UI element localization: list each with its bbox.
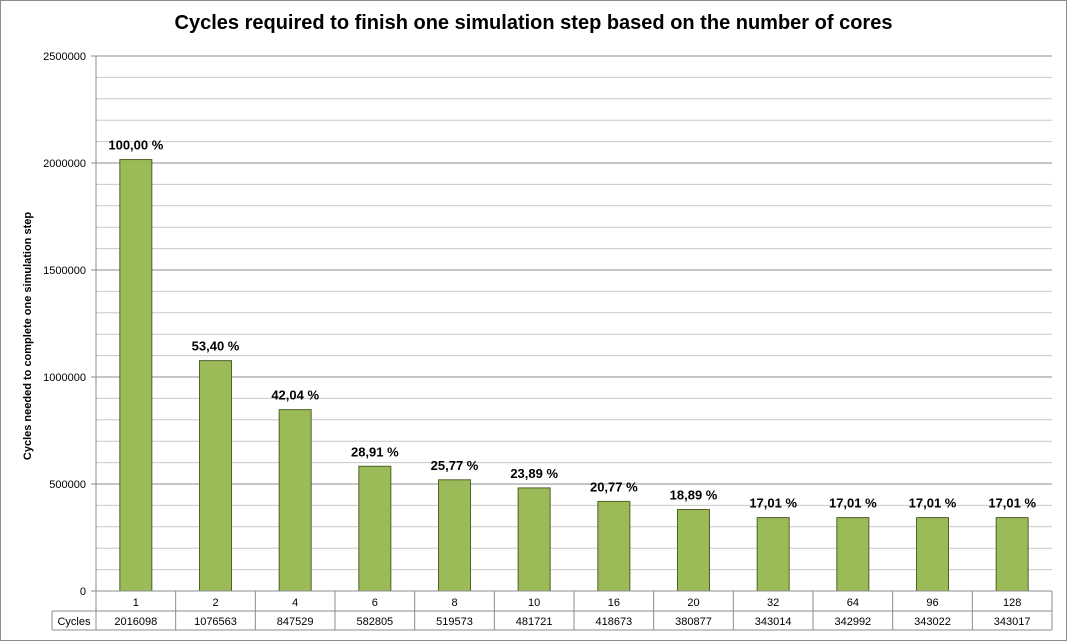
x-tick-label: 1 [133,597,139,609]
bar [438,479,471,592]
x-tick-label: 16 [608,597,620,609]
bar [278,409,312,592]
bar [756,517,790,592]
bar [358,465,392,592]
data-label: 18,89 % [670,487,718,502]
table-cell: 343017 [994,616,1031,628]
data-label: 100,00 % [108,138,163,153]
data-label: 17,01 % [749,496,797,511]
y-tick-label: 2500000 [43,51,86,63]
table-cell: 380877 [675,616,712,628]
bar [916,517,949,592]
data-label: 17,01 % [909,496,957,511]
x-tick-label: 32 [767,597,779,609]
y-tick-label: 1000000 [43,372,86,384]
bar [517,487,551,592]
y-tick-label: 0 [80,586,86,598]
table-cell: 481721 [516,616,553,628]
data-label: 17,01 % [988,496,1036,511]
x-tick-label: 8 [451,597,457,609]
table-cell: 519573 [436,616,473,628]
bar [677,508,710,592]
bar [597,500,631,592]
table-row-label: Cycles [57,616,91,628]
data-label: 42,04 % [271,388,319,403]
x-tick-label: 2 [212,597,218,609]
bar [119,159,153,592]
data-label: 53,40 % [192,339,240,354]
chart-title: Cycles required to finish one simulation… [174,12,893,34]
x-tick-label: 20 [687,597,699,609]
table-cell: 343014 [755,616,792,628]
x-tick-label: 10 [528,597,540,609]
data-label: 23,89 % [510,466,558,481]
x-tick-label: 128 [1003,597,1021,609]
y-tick-label: 2000000 [43,158,86,170]
data-label: 17,01 % [829,496,877,511]
table-cell: 582805 [356,616,393,628]
x-tick-label: 6 [372,597,378,609]
data-label: 28,91 % [351,444,399,459]
y-tick-label: 500000 [49,479,86,491]
table-cell: 418673 [595,616,632,628]
x-tick-label: 96 [926,597,938,609]
table-cell: 1076563 [194,616,237,628]
data-label: 25,77 % [431,458,479,473]
bar [836,517,870,592]
table-cell: 342992 [834,616,871,628]
table-cell: 847529 [277,616,314,628]
data-label: 20,77 % [590,479,638,494]
bar [199,360,232,592]
x-tick-label: 64 [847,597,859,609]
bar [995,517,1029,592]
x-tick-label: 4 [292,597,298,609]
table-cell: 2016098 [114,616,157,628]
table-cell: 343022 [914,616,951,628]
y-tick-label: 1500000 [43,265,86,277]
